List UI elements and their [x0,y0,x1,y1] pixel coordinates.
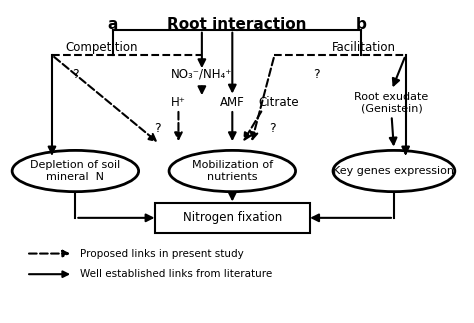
Text: ?: ? [154,122,161,135]
Text: ?: ? [269,122,275,135]
FancyBboxPatch shape [155,203,310,233]
Text: b: b [356,17,366,32]
Text: Root interaction: Root interaction [167,17,307,32]
Text: Key genes expression: Key genes expression [333,166,455,176]
Text: ?: ? [313,68,320,81]
Text: ?: ? [72,68,79,81]
Text: H⁺: H⁺ [171,96,186,109]
Text: NO₃⁻/NH₄⁺: NO₃⁻/NH₄⁺ [171,68,233,81]
Text: Citrate: Citrate [259,96,300,109]
Text: Facilitation: Facilitation [331,41,395,54]
Text: Root exudate
(Genistein): Root exudate (Genistein) [355,92,428,114]
Text: Mobilization of
nutrients: Mobilization of nutrients [192,160,273,182]
Text: Competition: Competition [65,41,137,54]
Text: AMF: AMF [220,96,245,109]
Text: a: a [108,17,118,32]
Text: Proposed links in present study: Proposed links in present study [80,249,244,258]
Text: Depletion of soil
mineral  N: Depletion of soil mineral N [30,160,120,182]
Text: Nitrogen fixation: Nitrogen fixation [182,211,282,224]
Text: Well established links from literature: Well established links from literature [80,269,273,279]
